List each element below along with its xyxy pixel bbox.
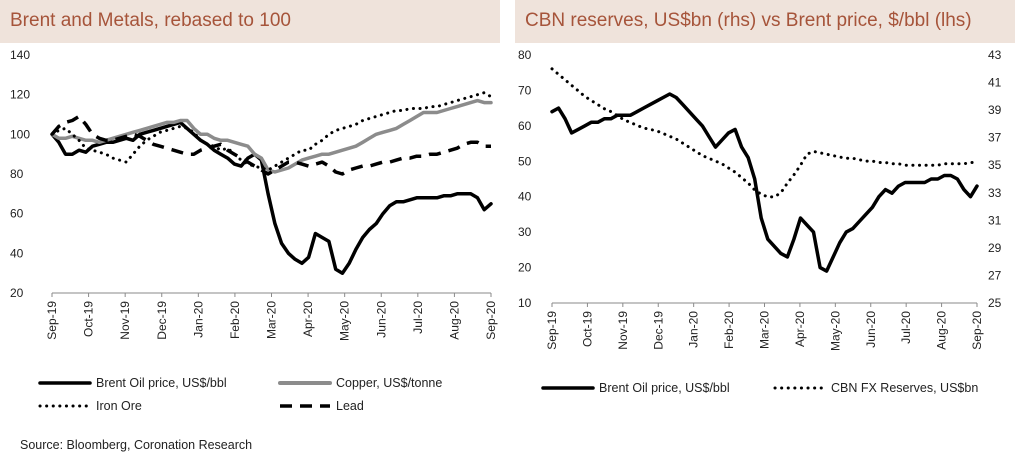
left-y-tick-label: 80 (10, 167, 24, 181)
left-x-tick-label: Jul-20 (411, 301, 425, 334)
right-x-tick-label: Dec-19 (651, 311, 665, 350)
right-y2-tick-label: 35 (988, 158, 1002, 172)
left-legend-label-2: Iron Ore (96, 399, 142, 413)
left-x-tick-label: Dec-19 (155, 301, 169, 340)
right-x-tick-label: Feb-20 (722, 311, 736, 349)
right-y-tick-label: 40 (518, 190, 532, 204)
right-y2-tick-label: 39 (988, 103, 1002, 117)
left-x-tick-label: May-20 (338, 301, 352, 341)
right-x-tick-label: Nov-19 (616, 311, 630, 350)
left-x-tick-label: Sep-19 (45, 301, 59, 340)
left-legend-label-3: Lead (336, 399, 364, 413)
right-legend-label-0: Brent Oil price, US$/bbl (599, 381, 730, 395)
left-x-tick-label: Apr-20 (301, 301, 315, 337)
left-x-tick-label: Jan-20 (191, 301, 205, 338)
right-y2-tick-label: 41 (988, 76, 1002, 90)
right-y2-tick-label: 43 (988, 48, 1002, 62)
left-x-tick-label: Sep-20 (484, 301, 498, 340)
right-y-tick-label: 70 (518, 83, 532, 97)
left-chart-title-bar: Brent and Metals, rebased to 100 (0, 0, 500, 43)
right-series-line-0 (550, 92, 979, 273)
right-x-tick-label: May-20 (828, 311, 842, 351)
right-y2-tick-label: 33 (988, 186, 1002, 200)
left-x-tick-label: Jun-20 (374, 301, 388, 338)
right-chart-svg: 80 70 60 50 40 30 20 10 43 41 39 37 35 33 31 29 27 25 Sep-… (518, 48, 1002, 395)
right-x-tick-label: Jan-20 (687, 311, 701, 348)
right-x-tick-label: Apr-20 (793, 311, 807, 347)
left-x-tick-label: Aug-20 (447, 301, 461, 340)
left-y-tick-label: 100 (10, 127, 30, 141)
left-y-tick-label: 20 (10, 286, 24, 300)
right-x-tick-label: Aug-20 (935, 311, 949, 350)
right-y-tick-label: 30 (518, 225, 532, 239)
right-legend-label-1: CBN FX Reserves, US$bn (831, 381, 978, 395)
left-chart-svg: 140 120 100 80 60 40 20 Sep-19 Oct-19 Nov-19 Dec-1… (10, 48, 498, 413)
left-y-tick-label: 120 (10, 88, 30, 102)
left-y-tick-label: 140 (10, 48, 30, 62)
right-y2-tick-label: 29 (988, 241, 1002, 255)
source-note: Source: Bloomberg, Coronation Research (20, 438, 253, 452)
left-series-line-1 (50, 98, 493, 174)
right-chart-title-bar: CBN reserves, US$bn (rhs) vs Brent price… (515, 0, 1015, 43)
left-chart-title: Brent and Metals, rebased to 100 (10, 10, 291, 31)
right-y2-tick-label: 25 (988, 296, 1002, 310)
right-y2-tick-label: 27 (988, 268, 1002, 282)
right-x-tick-label: Jul-20 (899, 311, 913, 344)
right-y-tick-label: 60 (518, 119, 532, 133)
left-x-tick-label: Oct-19 (82, 301, 96, 337)
right-y2-tick-label: 37 (988, 131, 1002, 145)
right-y2-tick-label: 31 (988, 213, 1002, 227)
right-y-tick-label: 50 (518, 154, 532, 168)
left-x-tick-label: Mar-20 (265, 301, 279, 339)
right-y-tick-label: 10 (518, 296, 532, 310)
left-y-tick-label: 40 (10, 246, 24, 260)
right-x-tick-label: Jun-20 (864, 311, 878, 348)
right-chart-panel: CBN reserves, US$bn (rhs) vs Brent price… (515, 0, 1015, 420)
left-chart-panel: Brent and Metals, rebased to 100 140 120 1… (0, 0, 500, 420)
left-series-line-3 (50, 114, 491, 176)
left-series-line-0 (50, 120, 493, 275)
right-chart-title: CBN reserves, US$bn (rhs) vs Brent price… (525, 10, 972, 31)
right-series-line-1 (550, 67, 979, 199)
left-series-line-2 (50, 91, 493, 172)
right-x-tick-label: Oct-19 (580, 311, 594, 347)
left-legend-label-0: Brent Oil price, US$/bbl (96, 376, 227, 390)
right-x-tick-label: Sep-19 (545, 311, 559, 350)
left-x-tick-label: Nov-19 (118, 301, 132, 340)
left-x-tick-label: Feb-20 (228, 301, 242, 339)
right-y-tick-label: 80 (518, 48, 532, 62)
left-y-tick-label: 60 (10, 207, 24, 221)
left-legend-label-1: Copper, US$/tonne (336, 376, 442, 390)
right-x-tick-label: Sep-20 (970, 311, 984, 350)
right-y-tick-label: 20 (518, 261, 532, 275)
right-x-tick-label: Mar-20 (758, 311, 772, 349)
